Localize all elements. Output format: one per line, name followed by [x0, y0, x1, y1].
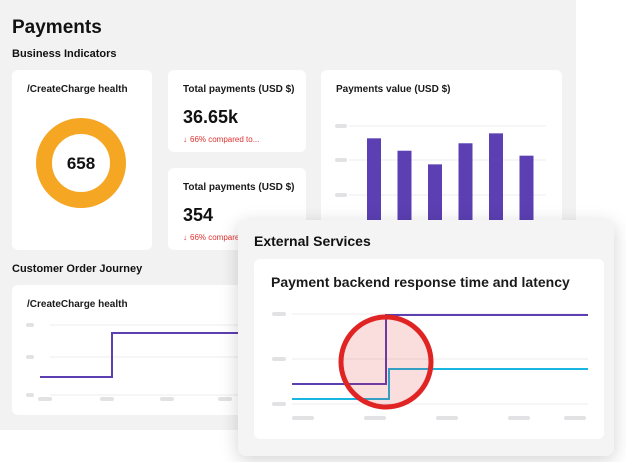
tick-placeholder [272, 357, 286, 361]
tick-placeholder [335, 124, 347, 128]
health-card-title: /CreateCharge health [27, 84, 128, 95]
latency-series-purple [292, 314, 588, 385]
page-title: Payments [12, 17, 102, 38]
health-donut: 658 [36, 118, 126, 208]
bar [458, 143, 473, 240]
x-tick-placeholder [436, 416, 458, 420]
x-tick-placeholder [364, 416, 386, 420]
bar [489, 133, 503, 240]
change-indicator: ↓ 66% compared to... [183, 135, 259, 144]
latency-card[interactable]: Payment backend response time and latenc… [254, 259, 604, 439]
health-card[interactable]: /CreateCharge health 658 [12, 70, 152, 250]
total-payments-title-2: Total payments (USD $) [183, 182, 295, 193]
latency-chart [272, 312, 588, 420]
x-tick-placeholder [292, 416, 314, 420]
payments-value-chart [335, 124, 546, 240]
total-payments-value-2: 354 [183, 205, 214, 225]
tick-placeholder [26, 393, 34, 397]
payments-dashboard: Payments Business Indicators /CreateChar… [0, 0, 576, 430]
journey-card-title: /CreateCharge health [27, 299, 128, 310]
donut-value: 658 [67, 154, 95, 173]
total-payments-card[interactable]: Total payments (USD $) 36.65k ↓ 66% compa… [168, 70, 306, 152]
total-payments-value: 36.65k [183, 107, 239, 127]
highlight-circle [338, 314, 434, 410]
latency-series-cyan [292, 368, 588, 400]
x-tick-placeholder [508, 416, 530, 420]
section-customer-order-journey: Customer Order Journey [12, 263, 143, 275]
tick-placeholder [335, 158, 347, 162]
total-payments-title: Total payments (USD $) [183, 84, 295, 95]
x-tick-placeholder [38, 397, 52, 401]
tick-placeholder [272, 402, 286, 406]
change-indicator-2: ↓ 66% compared to... [183, 233, 259, 242]
external-services-panel: External Services Payment backend respon… [238, 220, 614, 456]
bar [367, 138, 381, 240]
bar [397, 150, 412, 240]
section-business-indicators: Business Indicators [12, 48, 117, 60]
bar [519, 155, 534, 240]
arrow-down-icon: ↓ [183, 233, 187, 242]
change-text-2: 66% compared to... [190, 233, 260, 242]
x-tick-placeholder [218, 397, 232, 401]
donut-ring [36, 118, 126, 208]
x-tick-placeholder [564, 416, 586, 420]
tick-placeholder [26, 323, 34, 327]
tick-placeholder [272, 312, 286, 316]
external-services-title: External Services [254, 233, 371, 249]
payments-value-title: Payments value (USD $) [336, 84, 451, 95]
tick-placeholder [335, 193, 347, 197]
x-tick-placeholder [100, 397, 114, 401]
arrow-down-icon: ↓ [183, 135, 187, 144]
tick-placeholder [26, 355, 34, 359]
latency-card-title: Payment backend response time and latenc… [271, 274, 570, 290]
change-text: 66% compared to... [190, 135, 260, 144]
x-tick-placeholder [160, 397, 174, 401]
